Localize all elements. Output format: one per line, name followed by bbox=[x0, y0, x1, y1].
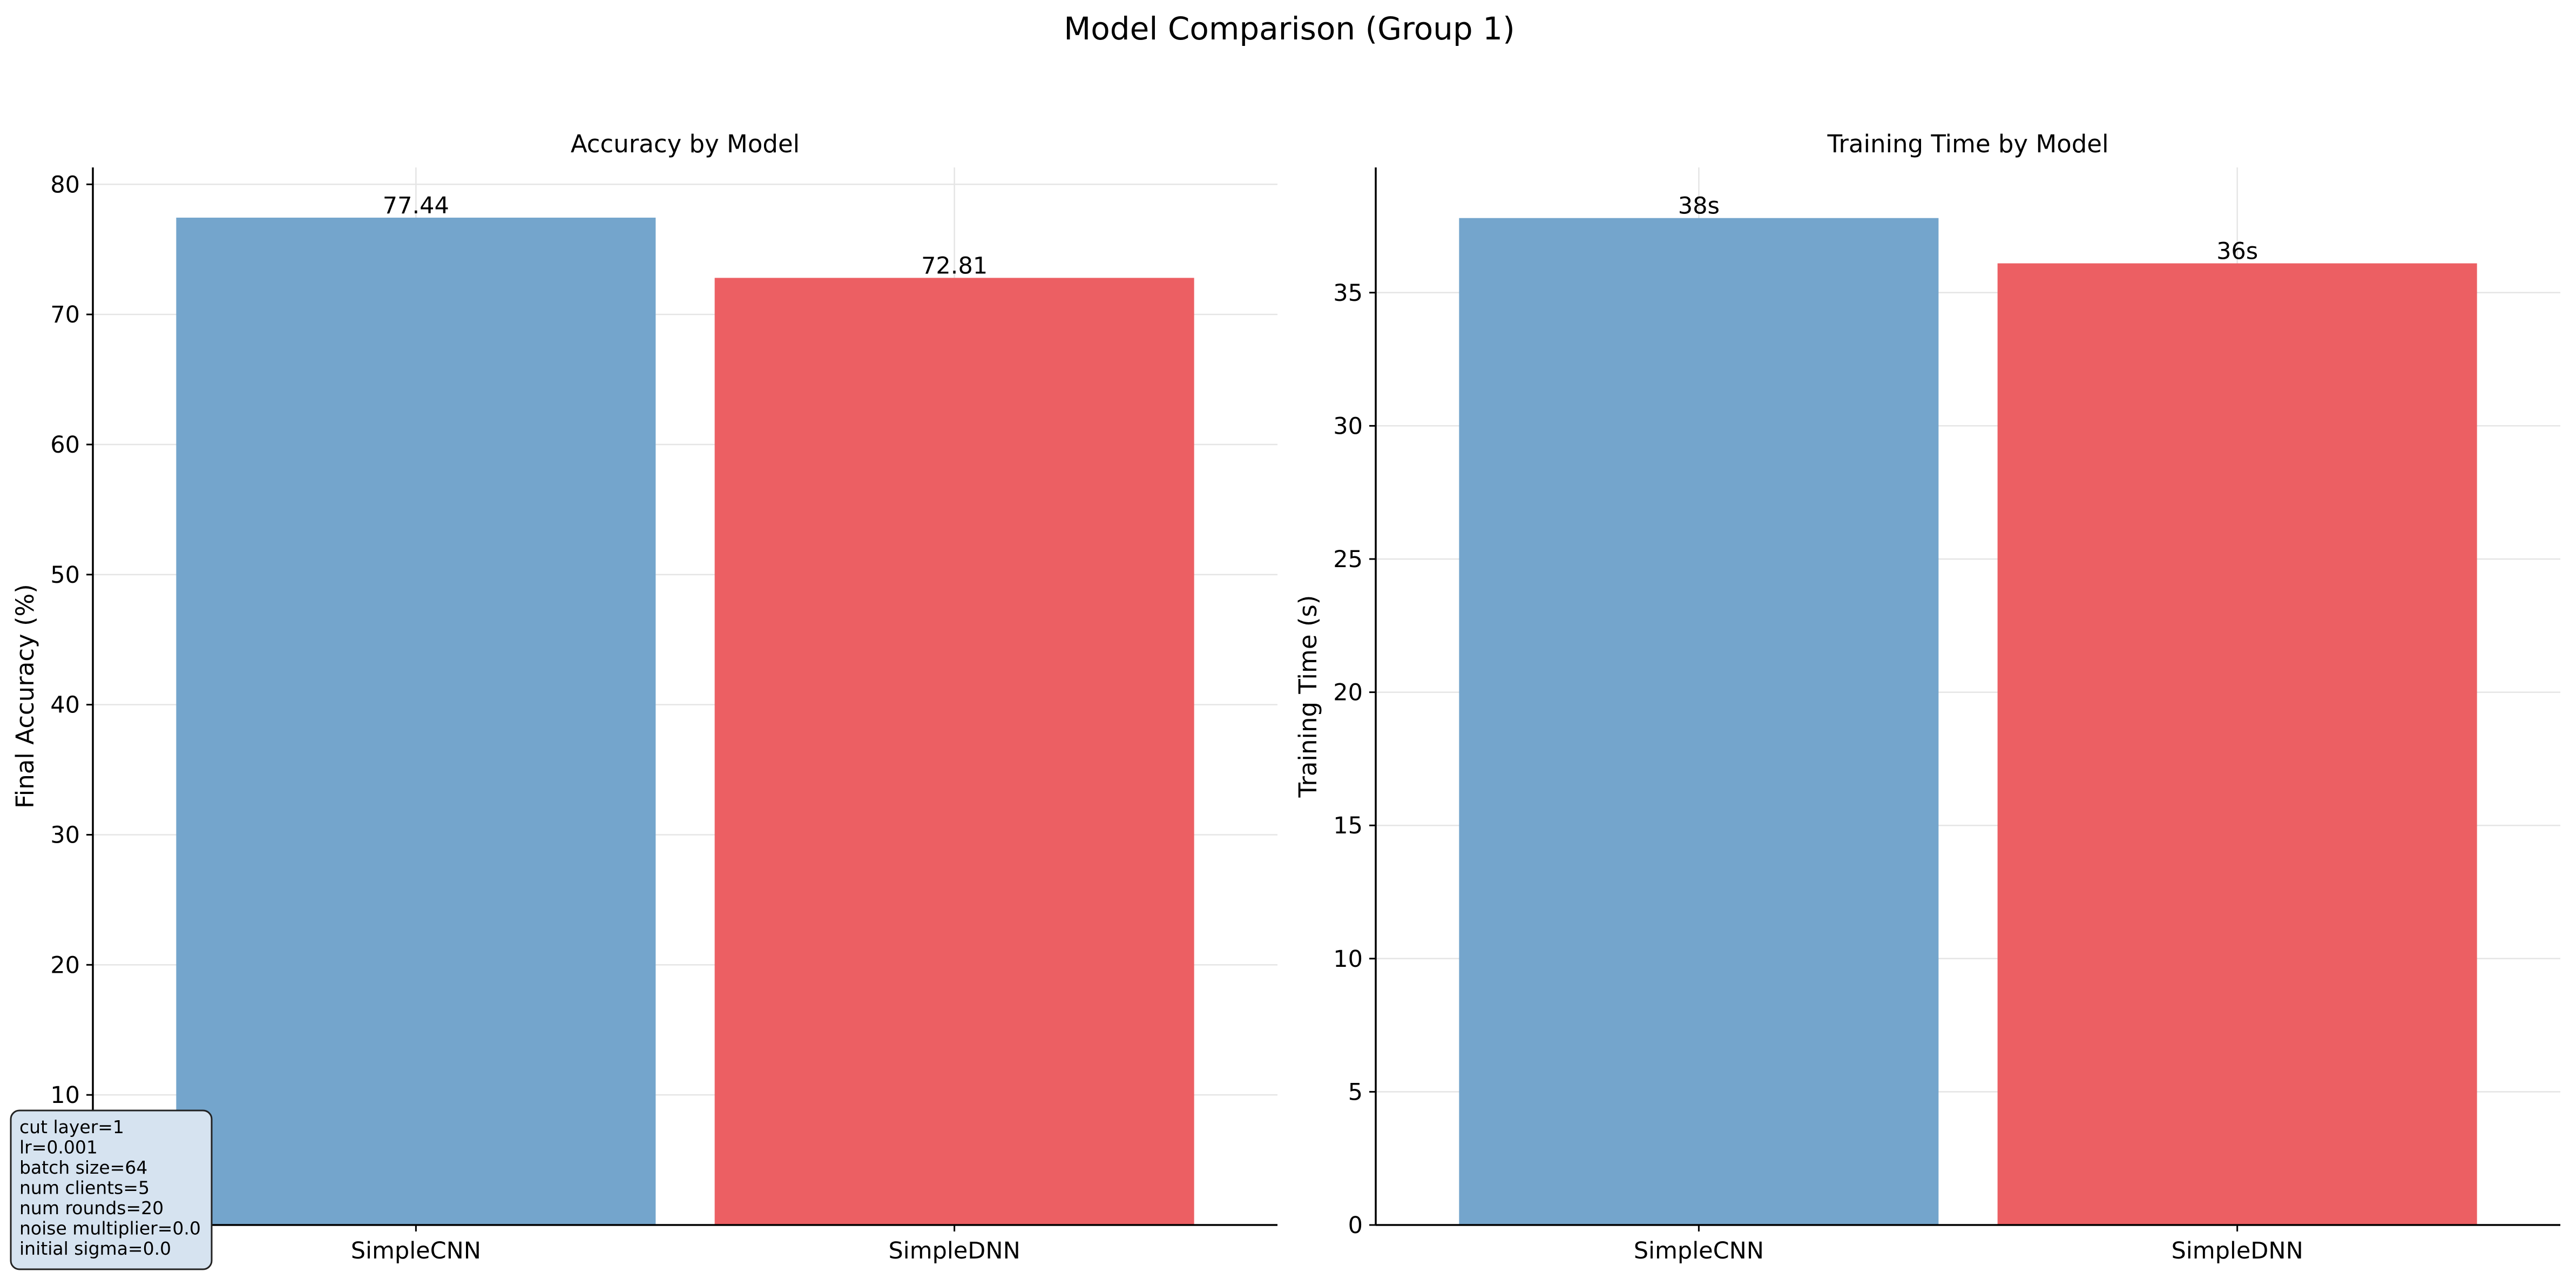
x-tick-label: SimpleDNN bbox=[2171, 1237, 2303, 1264]
parameter-line: initial sigma=0.0 bbox=[19, 1238, 171, 1259]
y-tick-label: 70 bbox=[50, 301, 80, 328]
bar-value-label: 77.44 bbox=[383, 192, 449, 219]
y-tick-label: 40 bbox=[50, 692, 80, 719]
chart-title: Training Time by Model bbox=[1827, 130, 2109, 158]
y-tick-label: 0 bbox=[1348, 1212, 1363, 1239]
parameter-line: lr=0.001 bbox=[19, 1137, 98, 1158]
y-axis-label: Training Time (s) bbox=[1294, 595, 1322, 798]
parameter-box-frame bbox=[10, 1109, 213, 1270]
parameter-line: noise multiplier=0.0 bbox=[19, 1218, 201, 1239]
y-tick-label: 15 bbox=[1333, 812, 1363, 839]
training-time-chart: 38s 36s 0 5 10 15 20 25 30 35 SimpleCNN SimpleDNN Tr… bbox=[1294, 130, 2560, 1264]
y-tick-label: 30 bbox=[50, 822, 80, 849]
y-axis-label: Final Accuracy (%) bbox=[11, 584, 39, 809]
y-tick-label: 35 bbox=[1333, 280, 1363, 307]
y-tick-label: 50 bbox=[50, 562, 80, 589]
bar-simplednn bbox=[1997, 263, 2477, 1225]
parameter-line: num rounds=20 bbox=[19, 1197, 164, 1219]
parameter-line: cut layer=1 bbox=[19, 1116, 124, 1137]
y-tick-label: 30 bbox=[1333, 413, 1363, 440]
bar-value-label: 72.81 bbox=[921, 252, 988, 279]
y-tick-label: 60 bbox=[50, 432, 80, 459]
figure-title: Model Comparison (Group 1) bbox=[1064, 10, 1515, 47]
y-tick-label: 20 bbox=[50, 952, 80, 979]
x-tick-label: SimpleDNN bbox=[888, 1237, 1020, 1264]
y-tick-label: 25 bbox=[1333, 546, 1363, 573]
y-tick-label: 20 bbox=[1333, 679, 1363, 706]
bar-value-label: 38s bbox=[1678, 193, 1720, 220]
y-tick-label: 10 bbox=[50, 1082, 80, 1109]
y-tick-label: 10 bbox=[1333, 946, 1363, 973]
x-tick-label: SimpleCNN bbox=[351, 1237, 481, 1264]
x-tick-label: SimpleCNN bbox=[1634, 1237, 1764, 1264]
accuracy-chart: 77.4472.8101020304050607080SimpleCNNSimp… bbox=[11, 130, 1277, 1264]
bar-simplecnn bbox=[1459, 218, 1939, 1226]
parameter-line: num clients=5 bbox=[19, 1177, 150, 1199]
bar-simplednn bbox=[714, 278, 1194, 1225]
parameter-line: batch size=64 bbox=[19, 1157, 147, 1178]
y-tick-label: 80 bbox=[50, 171, 80, 198]
chart-title: Accuracy by Model bbox=[571, 130, 800, 158]
bar-simplecnn bbox=[176, 217, 656, 1225]
y-tick-label: 5 bbox=[1348, 1079, 1363, 1106]
bar-value-label: 36s bbox=[2216, 238, 2258, 265]
